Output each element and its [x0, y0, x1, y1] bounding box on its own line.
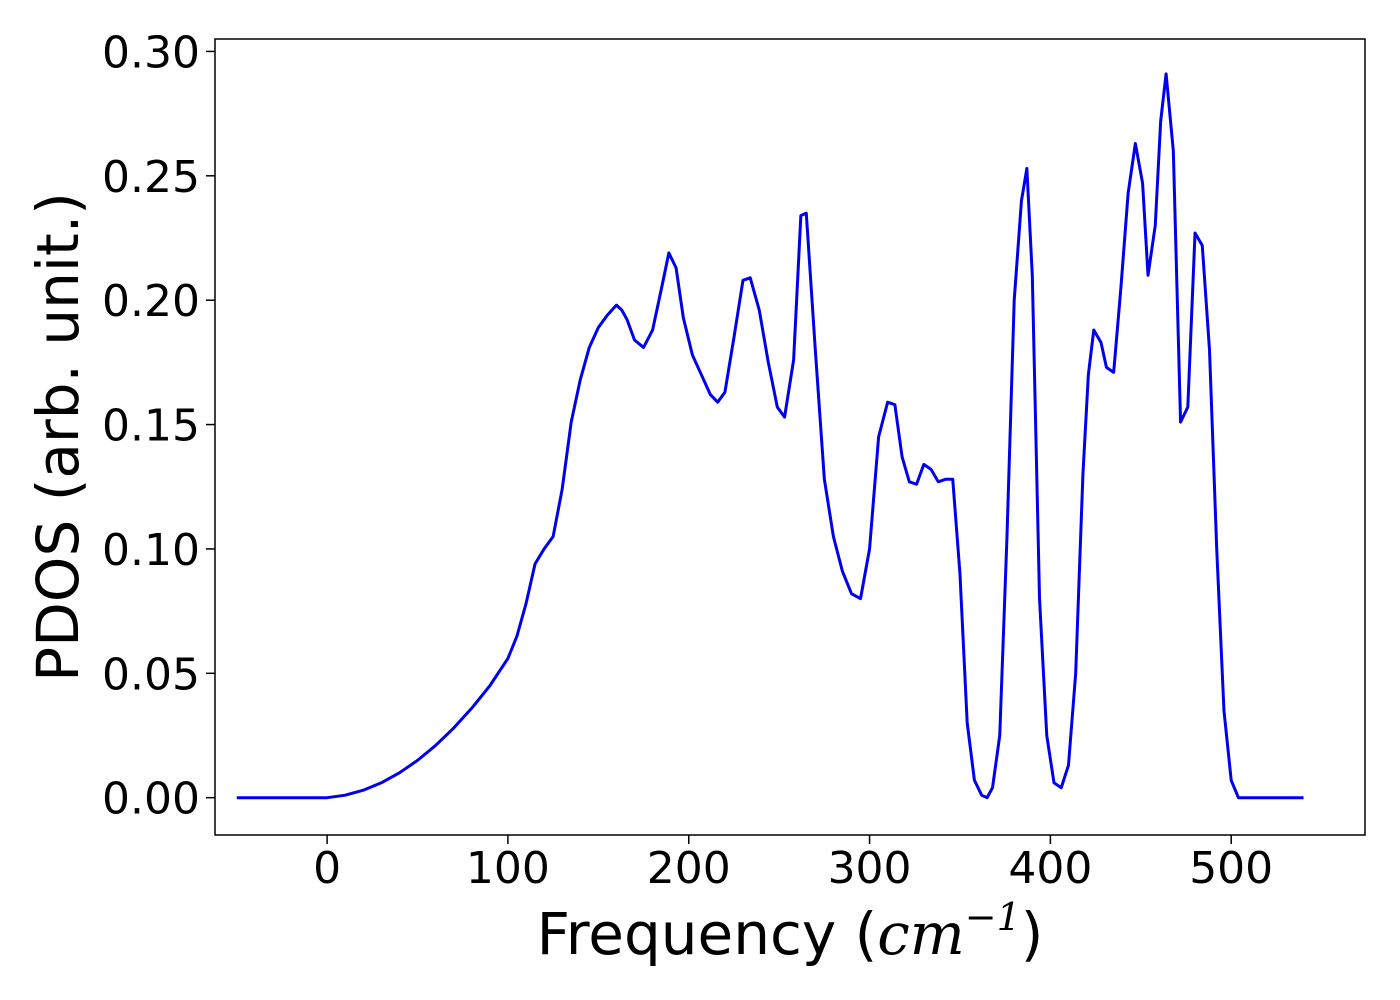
x-tick-label: 200 [647, 843, 731, 894]
x-tick-label: 0 [313, 843, 341, 894]
y-tick-label: 0.15 [102, 401, 200, 452]
y-tick-label: 0.10 [102, 525, 200, 576]
plot-area [236, 72, 1304, 800]
y-tick-label: 0.25 [102, 152, 200, 203]
x-axis-label-prefix: Frequency ( [537, 900, 878, 968]
x-tick-label: 400 [1008, 843, 1092, 894]
x-axis-label: Frequency (cm−1) [537, 895, 1044, 968]
x-axis-label-superscript: −1 [965, 895, 1021, 939]
x-tick-label: 100 [466, 843, 550, 894]
x-tick-label: 500 [1189, 843, 1273, 894]
x-axis: 0 100 200 300 400 500 [313, 835, 1273, 894]
y-tick-label: 0.05 [102, 649, 200, 700]
y-tick-label: 0.20 [102, 276, 200, 327]
x-axis-label-suffix: ) [1021, 900, 1044, 968]
y-tick-label: 0.00 [102, 774, 200, 825]
series-line-0 [236, 72, 1304, 800]
y-axis-label: PDOS (arb. unit.) [24, 192, 92, 682]
x-tick-label: 300 [828, 843, 912, 894]
plot-frame [214, 38, 1366, 836]
y-tick-label: 0.30 [102, 27, 200, 78]
y-axis: 0.00 0.05 0.10 0.15 0.20 0.25 0.30 [102, 27, 215, 825]
x-axis-label-math: cm [877, 900, 964, 968]
